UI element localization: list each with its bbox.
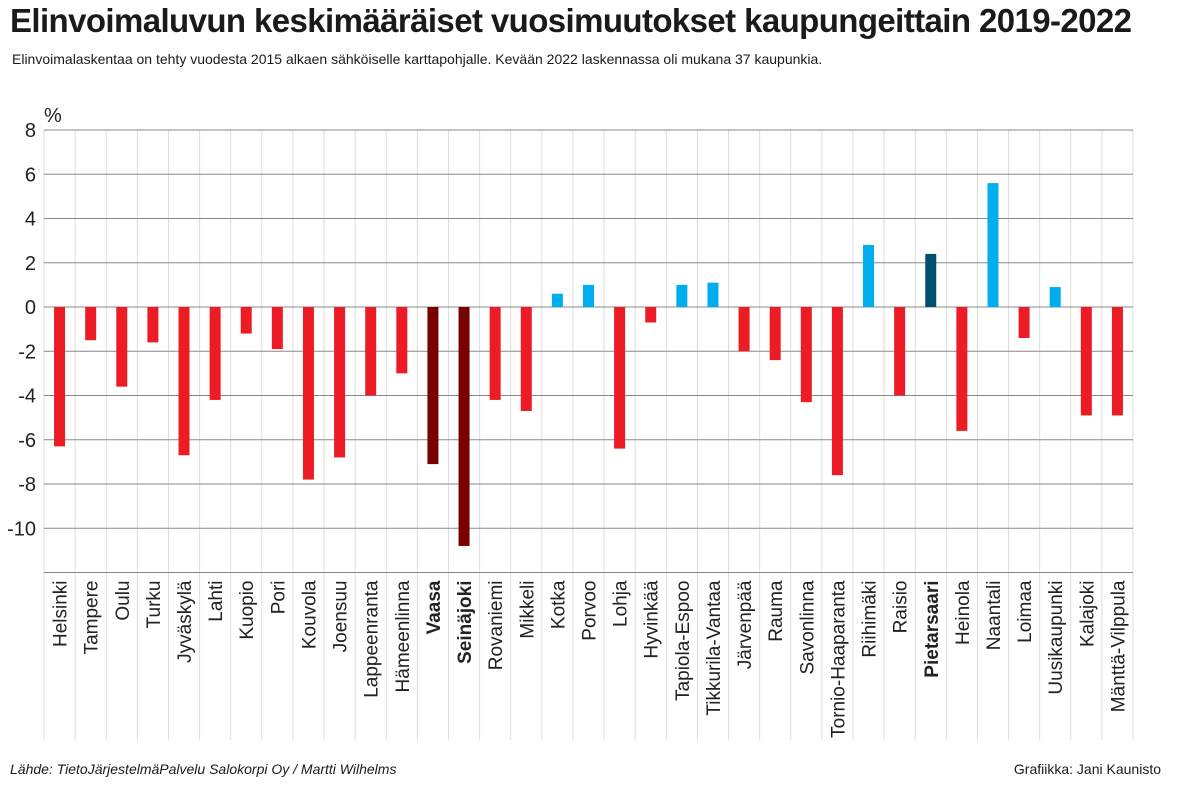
bar xyxy=(520,307,532,411)
category-label: Kouvola xyxy=(299,580,320,649)
category-label: Vaasa xyxy=(424,580,445,634)
category-label: Kuopio xyxy=(237,581,258,640)
bars xyxy=(54,183,1123,546)
bar xyxy=(209,307,221,400)
bar xyxy=(365,307,377,396)
bar xyxy=(863,245,875,307)
category-label: Porvoo xyxy=(580,581,601,641)
category-label: Naantali xyxy=(984,581,1005,651)
chart-subtitle: Elinvoimalaskentaa on tehty vuodesta 201… xyxy=(12,51,823,67)
category-label: Pori xyxy=(268,581,289,615)
bar xyxy=(1080,307,1092,416)
bar xyxy=(707,282,719,307)
category-label: Kotka xyxy=(548,580,569,629)
category-label: Heinola xyxy=(953,580,974,645)
y-tick-label: -8 xyxy=(18,474,36,496)
y-axis-ticks: 8 6 4 2 0 -2 -4 -6 -8 -10 xyxy=(7,120,36,540)
bar xyxy=(551,293,563,307)
category-label: Oulu xyxy=(113,581,134,621)
category-label: Lappeenranta xyxy=(362,580,383,698)
x-axis-categories: Helsinki Tampere Oulu Turku Jyväskylä Lahti Ku… xyxy=(51,580,1130,738)
bar xyxy=(676,284,688,307)
category-label: Hyvinkää xyxy=(642,580,663,659)
category-label: Tapiola-Espoo xyxy=(673,581,694,701)
category-label: Helsinki xyxy=(51,581,72,648)
bar xyxy=(956,307,968,431)
category-label: Loimaa xyxy=(1015,580,1036,643)
y-tick-label: 2 xyxy=(25,253,36,275)
y-tick-label: -6 xyxy=(18,430,36,452)
bar xyxy=(302,307,314,480)
category-label: Savonlinna xyxy=(797,580,818,674)
category-label: Rovaniemi xyxy=(486,581,507,671)
category-label: Joensuu xyxy=(331,581,352,653)
bar xyxy=(800,307,812,403)
y-tick-label: -4 xyxy=(18,386,36,408)
bar xyxy=(1018,307,1030,338)
category-label: Turku xyxy=(144,581,165,629)
bar xyxy=(738,307,750,352)
bar xyxy=(894,307,906,396)
category-label: Pietarsaari xyxy=(922,581,943,678)
bar xyxy=(147,307,159,343)
bar xyxy=(334,307,346,458)
category-label: Mänttä-Vilppula xyxy=(1108,580,1129,712)
bar xyxy=(396,307,408,374)
category-label: Riihimäki xyxy=(860,581,881,658)
bar xyxy=(769,307,781,361)
category-label: Hämeenlinna xyxy=(393,580,414,692)
category-label: Raisio xyxy=(891,581,912,634)
category-label: Tornio-Haaparanta xyxy=(828,580,849,738)
category-label: Kalajoki xyxy=(1077,581,1098,648)
category-label: Uusikaupunki xyxy=(1046,581,1067,695)
bar xyxy=(271,307,283,350)
horizontal-grid-lines xyxy=(44,129,1133,573)
category-label: Lohja xyxy=(611,580,632,627)
bar xyxy=(1111,307,1123,416)
bar xyxy=(831,307,843,476)
y-axis-label: % xyxy=(44,105,62,127)
y-tick-label: 0 xyxy=(25,297,36,319)
bar xyxy=(1049,287,1061,307)
y-tick-label: 6 xyxy=(25,164,36,186)
source-note: Lähde: TietoJärjestelmäPalvelu Salokorpi… xyxy=(10,761,397,777)
y-tick-label: 8 xyxy=(25,120,36,142)
bar xyxy=(54,307,66,447)
category-label: Lahti xyxy=(206,581,227,622)
graphics-credit: Grafiikka: Jani Kaunisto xyxy=(1013,761,1161,777)
category-label: Tampere xyxy=(82,581,103,655)
bar xyxy=(614,307,626,449)
bar xyxy=(116,307,128,387)
bar xyxy=(645,307,657,323)
y-tick-label: -10 xyxy=(7,518,36,540)
bar xyxy=(240,307,252,334)
bar xyxy=(583,284,594,307)
category-label: Seinäjoki xyxy=(455,581,476,664)
bar xyxy=(489,307,501,400)
bar xyxy=(427,307,439,465)
bar xyxy=(987,183,999,307)
category-label: Mikkeli xyxy=(517,581,538,639)
category-label: Rauma xyxy=(766,580,787,642)
y-tick-label: 4 xyxy=(25,209,36,231)
bar xyxy=(458,307,470,546)
category-label: Tikkurila-Vantaa xyxy=(704,580,725,716)
category-label: Jyväskylä xyxy=(175,580,196,663)
bar xyxy=(178,307,190,456)
chart-title: Elinvoimaluvun keskimääräiset vuosimuuto… xyxy=(10,2,1132,39)
category-label: Järvenpää xyxy=(735,580,756,669)
bar xyxy=(85,307,97,341)
y-tick-label: -2 xyxy=(18,341,36,363)
vertical-grid-lines xyxy=(43,130,1134,740)
bar xyxy=(925,253,937,307)
